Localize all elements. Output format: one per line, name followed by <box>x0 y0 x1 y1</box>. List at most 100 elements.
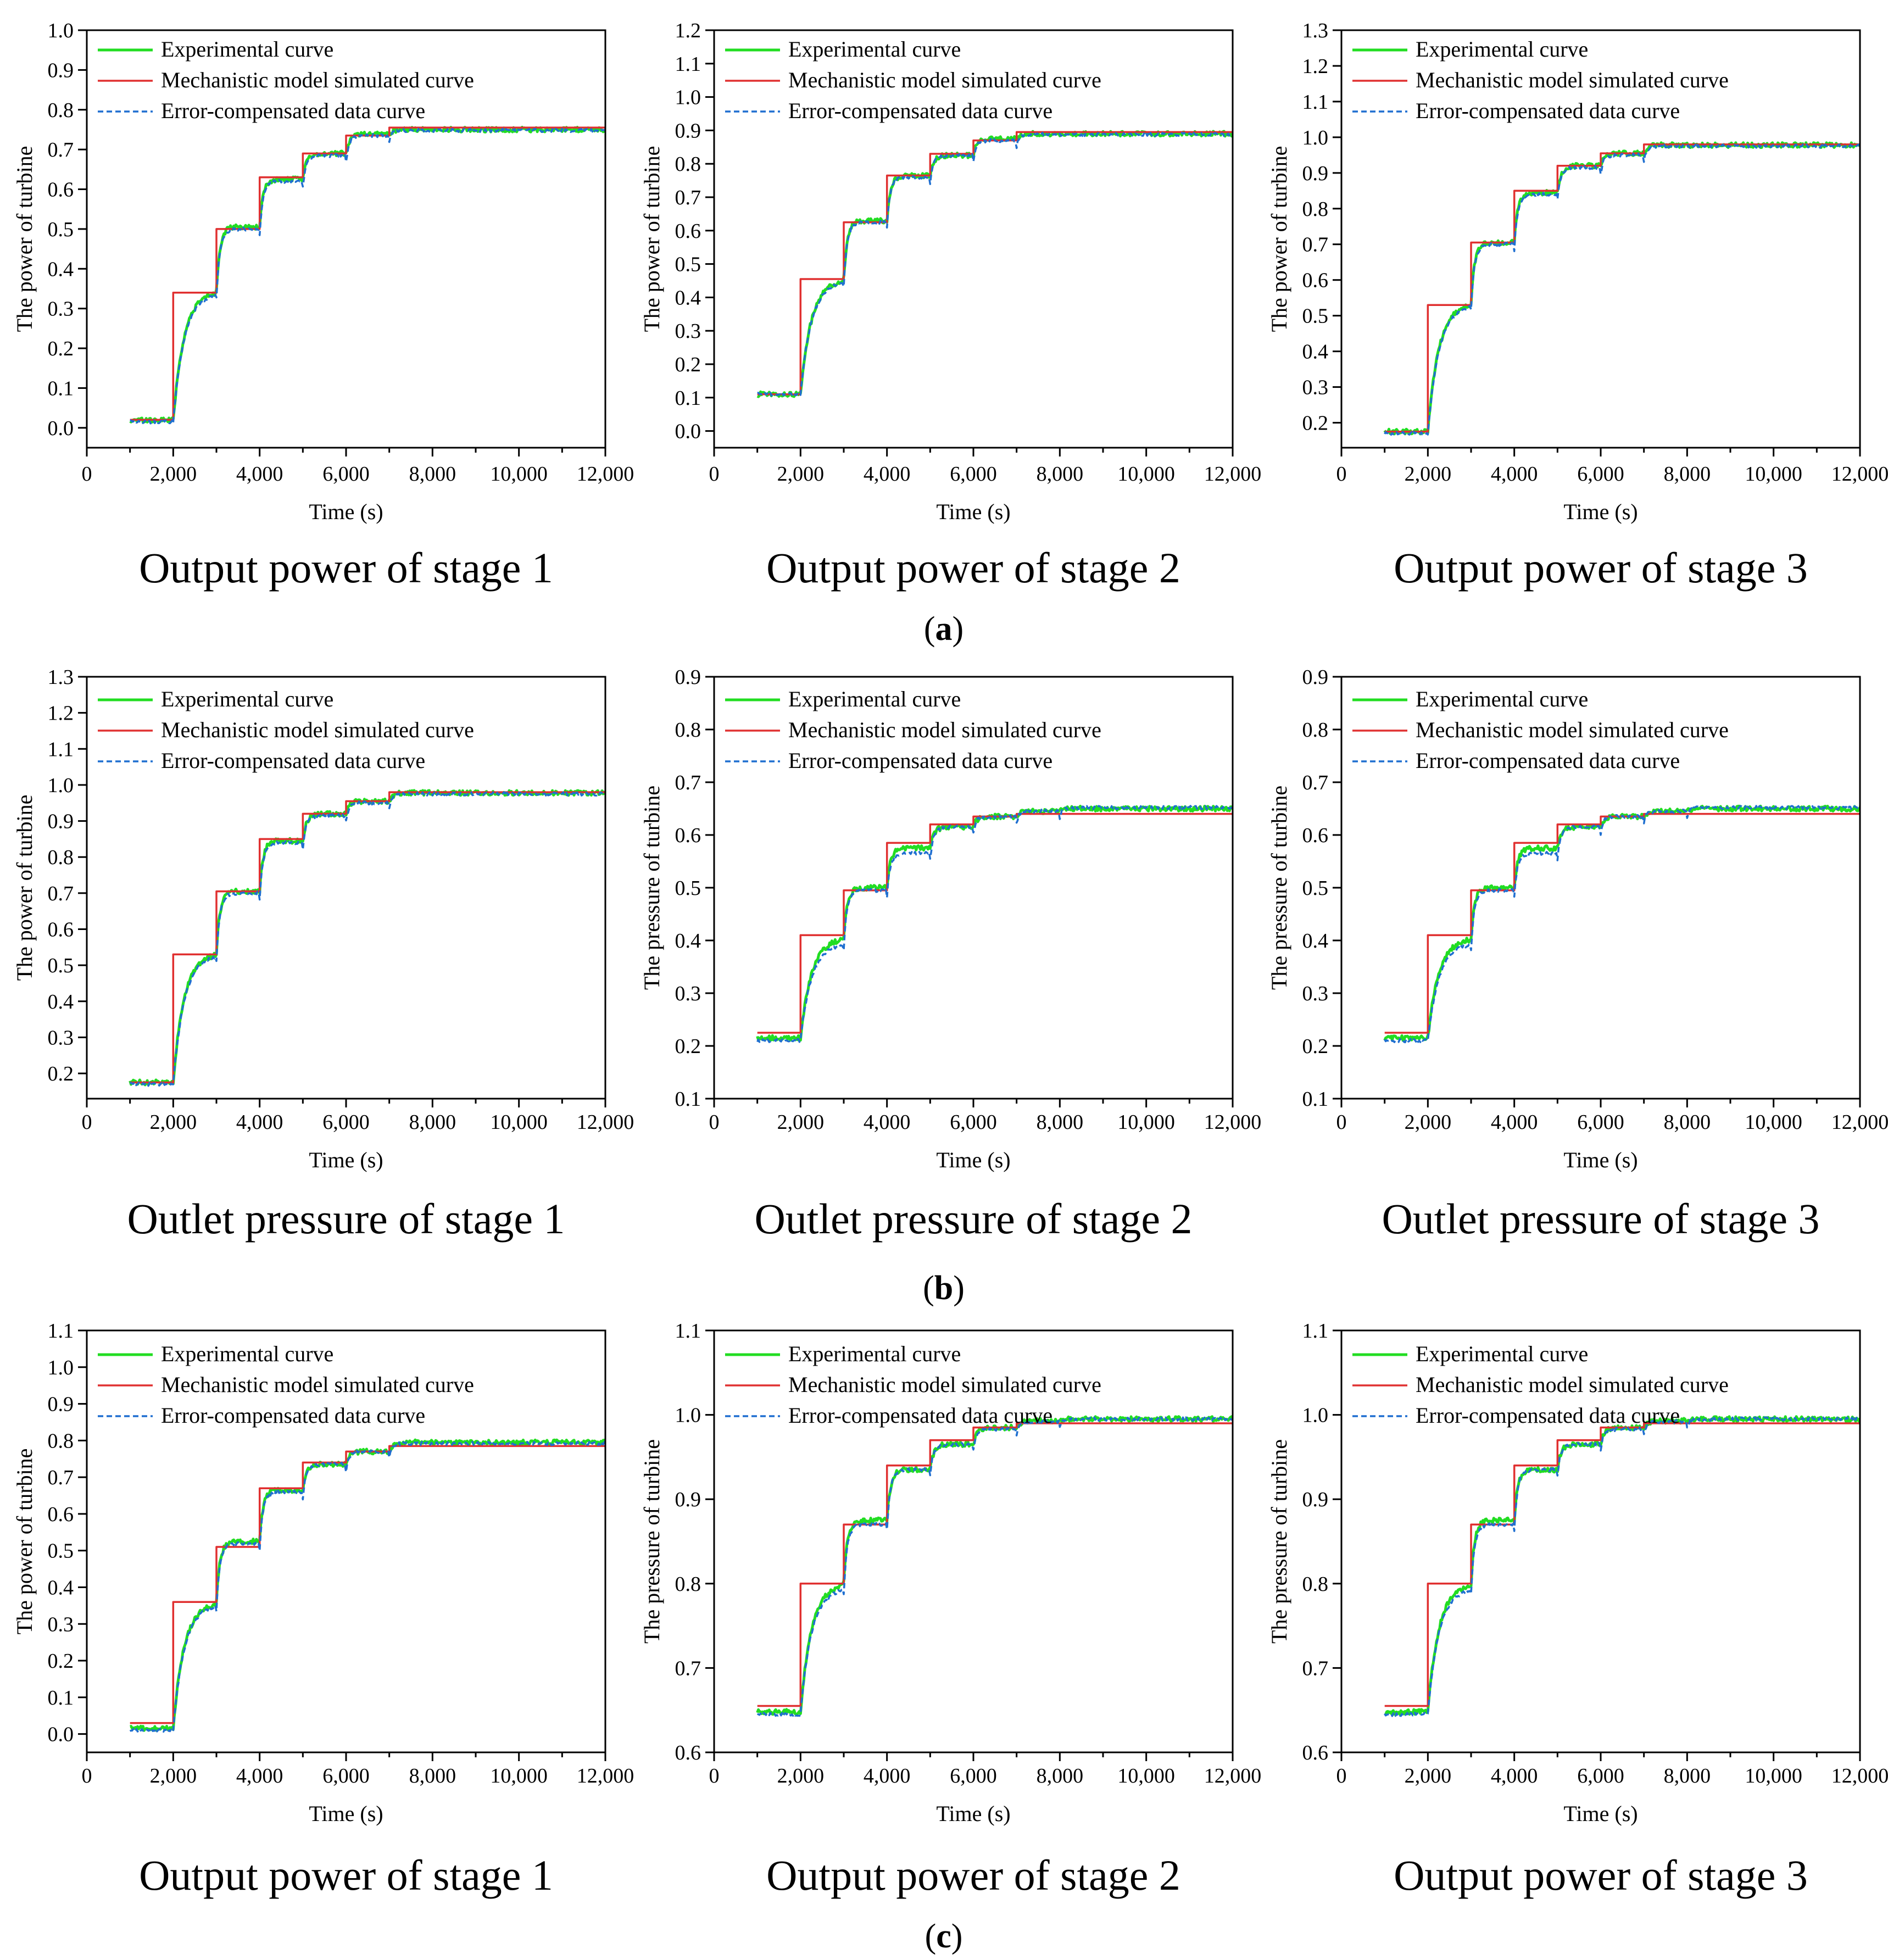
y-tick-label: 0.2 <box>48 337 74 360</box>
y-tick-label: 0.1 <box>48 1686 74 1710</box>
x-axis-title: Time (s) <box>309 1148 383 1172</box>
y-tick-label: 0.4 <box>48 990 74 1014</box>
y-tick-label: 1.2 <box>48 702 74 725</box>
y-tick-label: 0.5 <box>48 218 74 241</box>
series-group <box>129 126 605 425</box>
x-tick-label: 0 <box>82 1111 92 1134</box>
legend-label: Mechanistic model simulated curve <box>1416 717 1729 742</box>
x-tick-label: 4,000 <box>236 1764 283 1788</box>
legend-label: Error-compensated data curve <box>161 1403 425 1428</box>
y-axis-title: The power of turbine <box>12 146 37 332</box>
x-tick-label: 8,000 <box>1037 1111 1084 1134</box>
series-line-exp <box>756 805 1233 1042</box>
series-line-comp <box>757 131 1233 397</box>
legend-label: Experimental curve <box>161 37 333 62</box>
x-tick-label: 2,000 <box>777 1764 825 1788</box>
legend: Experimental curve Mechanistic model simu… <box>725 687 1101 773</box>
panel-caption: Output power of stage 3 <box>1394 1851 1808 1899</box>
series-line-step <box>757 812 1233 1034</box>
x-tick-label: 10,000 <box>1117 1111 1175 1134</box>
y-tick-label: 0.7 <box>48 138 74 162</box>
y-tick-label: 0.1 <box>675 387 701 410</box>
legend-label: Mechanistic model simulated curve <box>161 717 474 742</box>
x-tick-label: 2,000 <box>1405 463 1452 486</box>
series-line-comp <box>129 791 605 1087</box>
x-tick-label: 2,000 <box>777 1111 825 1134</box>
row-label-letter: c <box>936 1918 951 1955</box>
y-tick-label: 0.7 <box>48 1466 74 1489</box>
y-tick-label: 1.1 <box>48 1319 74 1343</box>
legend-label: Error-compensated data curve <box>1416 748 1680 773</box>
x-tick-label: 8,000 <box>409 1111 456 1134</box>
y-tick-label: 1.0 <box>48 19 74 42</box>
chart-panel-r1c2: 0 2,000 4,000 6,000 8,000 10,000 12,000 0.0 0.1 0… <box>639 19 1261 592</box>
y-tick-label: 0.6 <box>1302 824 1329 847</box>
y-tick-label: 0.2 <box>1302 1035 1329 1058</box>
row-label-letter: b <box>934 1269 953 1307</box>
x-tick-label: 6,000 <box>950 1111 997 1134</box>
y-tick-label: 0.3 <box>1302 982 1329 1005</box>
series-line-comp <box>1384 143 1860 436</box>
x-tick-label: 8,000 <box>1037 1764 1084 1788</box>
legend-label: Mechanistic model simulated curve <box>1416 68 1729 92</box>
x-tick-label: 6,000 <box>950 1764 997 1788</box>
chart-panel-r2c3: 0 2,000 4,000 6,000 8,000 10,000 12,000 0.1 0.2 0… <box>1267 666 1888 1243</box>
legend-label: Error-compensated data curve <box>788 98 1052 123</box>
legend-label: Experimental curve <box>788 687 961 711</box>
x-axis-title: Time (s) <box>1563 1148 1638 1172</box>
panel-caption: Outlet pressure of stage 1 <box>127 1195 565 1243</box>
series-line-comp <box>129 1440 605 1733</box>
x-tick-label: 4,000 <box>1491 1764 1538 1788</box>
y-tick-label: 0.3 <box>48 298 74 321</box>
y-tick-label: 0.9 <box>1302 1488 1329 1511</box>
x-tick-label: 12,000 <box>1204 1111 1262 1134</box>
y-tick-label: 0.4 <box>48 258 74 281</box>
legend-label: Mechanistic model simulated curve <box>161 1372 474 1397</box>
y-tick-label: 1.0 <box>48 1356 74 1379</box>
series-line-step <box>757 131 1233 396</box>
y-tick-label: 0.2 <box>48 1062 74 1085</box>
y-tick-label: 0.6 <box>1302 1741 1329 1764</box>
series-line-step <box>757 1422 1233 1707</box>
y-axis-title: The pressure of turbine <box>1267 786 1291 990</box>
y-tick-label: 0.2 <box>675 353 701 376</box>
x-tick-label: 4,000 <box>864 1764 911 1788</box>
series-line-exp <box>756 130 1233 398</box>
y-tick-label: 0.0 <box>675 420 701 443</box>
chart-panel-r1c3: 0 2,000 4,000 6,000 8,000 10,000 12,000 0.2 0.3 0… <box>1267 19 1888 592</box>
x-axis-title: Time (s) <box>1563 499 1638 524</box>
y-tick-label: 0.3 <box>48 1613 74 1636</box>
y-tick-label: 0.8 <box>675 153 701 176</box>
y-tick-label: 0.5 <box>1302 877 1329 900</box>
panel-caption: Output power of stage 3 <box>1394 544 1808 592</box>
series-line-exp <box>1384 1415 1860 1716</box>
legend-label: Error-compensated data curve <box>161 98 425 123</box>
y-tick-label: 0.9 <box>1302 666 1329 689</box>
legend-label: Experimental curve <box>788 37 961 62</box>
y-tick-label: 1.2 <box>675 19 701 42</box>
series-line-comp <box>756 805 1233 1043</box>
legend-label: Error-compensated data curve <box>161 748 425 773</box>
x-tick-label: 10,000 <box>1117 463 1175 486</box>
panel-caption: Outlet pressure of stage 2 <box>754 1195 1192 1243</box>
y-tick-label: 0.8 <box>48 99 74 122</box>
y-axis-title: The power of turbine <box>1267 146 1291 332</box>
legend: Experimental curve Mechanistic model simu… <box>1352 37 1729 123</box>
x-tick-label: 6,000 <box>950 463 997 486</box>
legend-label: Mechanistic model simulated curve <box>1416 1372 1729 1397</box>
series-line-step <box>1384 143 1860 433</box>
series-line-comp <box>756 1416 1233 1717</box>
y-tick-label: 1.0 <box>48 774 74 797</box>
series-line-step <box>1384 812 1860 1034</box>
x-tick-label: 12,000 <box>577 1111 634 1134</box>
legend: Experimental curve Mechanistic model simu… <box>1352 1341 1729 1428</box>
legend-label: Experimental curve <box>788 1341 961 1366</box>
y-tick-label: 0.1 <box>1302 1088 1329 1111</box>
y-tick-label: 0.5 <box>48 1540 74 1563</box>
y-tick-label: 1.2 <box>1302 55 1329 78</box>
y-tick-label: 0.4 <box>675 929 701 953</box>
x-tick-label: 10,000 <box>1745 1111 1802 1134</box>
y-tick-label: 0.4 <box>1302 929 1329 953</box>
y-tick-label: 0.9 <box>675 1488 701 1511</box>
y-tick-label: 0.3 <box>1302 376 1329 399</box>
